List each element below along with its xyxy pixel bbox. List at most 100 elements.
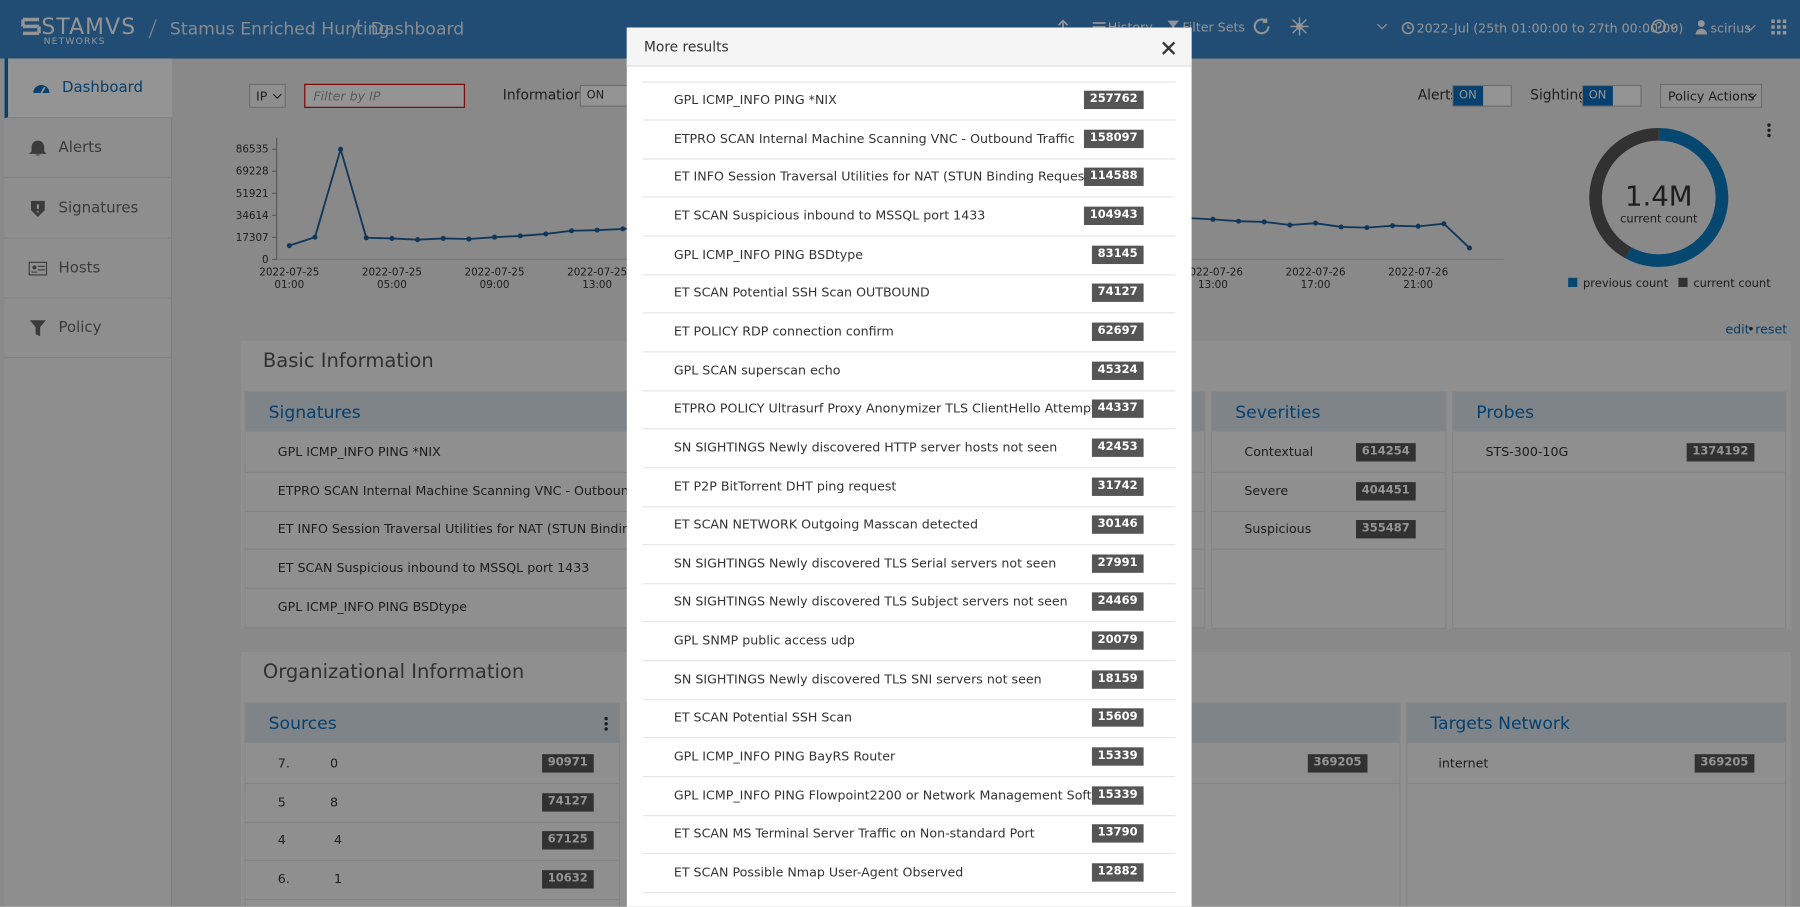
filter-icon [1167,20,1179,34]
result-name[interactable]: ET INFO Session Traversal Utilities for … [673,169,1095,185]
result-count: 45324 [1091,361,1144,380]
result-name[interactable]: GPL ICMP_INFO PING Flowpoint2200 or Netw… [673,787,1123,803]
result-name[interactable]: GPL ICMP_INFO PING *NIX [673,92,837,108]
result-name[interactable]: SN SIGHTINGS Newly discovered TLS Serial… [673,555,1057,571]
result-name[interactable]: GPL ICMP_INFO PING BayRS Router [673,748,896,764]
row-separator [642,389,1176,391]
sidebar-item[interactable]: Alerts [4,119,173,179]
row-separator [642,428,1176,430]
severity-count: 355487 [1356,520,1416,539]
timeline-point [620,226,626,232]
result-name[interactable]: GPL ICMP_INFO PING BSDtype [673,246,864,262]
icon-shape [351,19,360,39]
icon-shape [1655,21,1662,29]
y-tick-label: 17307 [236,232,269,244]
probes-card: Probes STS-300-10G 1374192 [1452,391,1787,630]
x-tick-label: 2022-07-26 17:00 [1286,267,1346,292]
signature-name[interactable]: ET SCAN Suspicious inbound to MSSQL port… [277,560,590,576]
clock-icon [1401,21,1415,35]
row-separator [642,505,1176,507]
result-name[interactable]: ET SCAN MS Terminal Server Traffic on No… [673,826,1035,842]
user-menu[interactable]: scirius [1710,21,1751,37]
policy-actions-label: Policy Actions [1667,88,1755,104]
icon-shape [1669,24,1678,30]
icon-shape [272,93,282,99]
modal-header [626,27,1192,67]
result-name[interactable]: ET SCAN Possible Nmap User-Agent Observe… [673,864,964,880]
result-name[interactable]: GPL SNMP public access udp [673,633,855,649]
icon-shape [1651,19,1666,34]
filter-input[interactable]: Filter by IP [304,83,465,108]
timeline-point [1287,222,1293,228]
sightings-toggle[interactable]: ON [1581,84,1642,107]
refresh-icon [1253,18,1270,35]
filter-type-select[interactable]: IP [249,83,286,108]
row-separator [1212,471,1446,473]
brand-logo-icon [21,17,41,36]
result-count: 15609 [1091,708,1144,728]
result-name[interactable]: ETPRO POLICY Ultrasurf Proxy Anonymizer … [673,401,1096,417]
x-tick-time: 13:00 [582,279,612,291]
card-header: Severities [1212,392,1446,432]
sidebar-item[interactable]: Signatures [4,179,173,239]
result-name[interactable]: ET SCAN Potential SSH Scan [673,710,853,726]
sidebar-item[interactable]: Dashboard [4,58,173,119]
result-count: 114588 [1083,167,1144,187]
card-title: Targets Network [1430,712,1570,734]
legend-swatch [1568,277,1578,287]
probe-count: 1374192 [1686,443,1755,462]
chevron-icon [1745,24,1756,31]
timeline-point [492,234,498,240]
modal-close-button[interactable] [1162,41,1176,55]
alerts-toggle[interactable]: ON [1452,84,1512,107]
result-name[interactable]: ET SCAN Suspicious inbound to MSSQL port… [673,208,986,224]
timeline-point [440,235,446,241]
row-separator [642,351,1176,353]
result-count: 74127 [1091,283,1144,303]
user-icon [1695,20,1708,35]
timeline-point [312,234,318,240]
result-name[interactable]: SN SIGHTINGS Newly discovered TLS SNI se… [673,671,1042,687]
result-name[interactable]: SN SIGHTINGS Newly discovered TLS Subjec… [673,594,1068,610]
source-count: 90971 [542,754,594,773]
sidebar-item[interactable]: Hosts [4,239,173,299]
sidebar-label: Policy [58,319,102,337]
x-tick-date: 2022-07-25 [567,267,627,279]
signature-name[interactable]: GPL ICMP_INFO PING *NIX [277,444,441,460]
edit-link[interactable]: edit [1725,321,1750,337]
result-name[interactable]: ET P2P BitTorrent DHT ping request [673,478,897,494]
y-tick-label: 34614 [236,210,269,222]
source-count: 10632 [542,870,594,889]
signature-name[interactable]: GPL ICMP_INFO PING BSDtype [277,599,467,615]
icon-shape [1290,17,1309,36]
informational-toggle[interactable]: ON [579,84,632,107]
apps-icon [1771,19,1787,35]
result-count: 44337 [1091,399,1144,419]
result-name[interactable]: SN SIGHTINGS Newly discovered HTTP serve… [673,439,1058,455]
row-separator [1212,510,1446,512]
row-separator [642,737,1176,739]
result-name[interactable]: ET POLICY RDP connection confirm [673,324,894,339]
toggle-state: ON [1588,88,1607,102]
legend-label: current count [1693,276,1771,290]
row-separator [245,898,619,901]
card-title: Probes [1476,401,1535,423]
row-separator [1453,471,1786,473]
result-name[interactable]: ETPRO SCAN Internal Machine Scanning VNC… [673,130,1075,146]
result-name[interactable]: GPL SCAN superscan echo [673,362,841,378]
timeline-point [1441,221,1447,227]
sidebar-icon [33,84,50,94]
policy-actions-button[interactable]: Policy Actions [1659,83,1763,108]
result-name[interactable]: ET SCAN Potential SSH Scan OUTBOUND [673,285,930,301]
target-count: 369205 [1694,754,1755,773]
sidebar-label: Alerts [58,139,102,157]
reset-link[interactable]: reset [1755,321,1788,337]
sidebar-item[interactable]: Policy [4,299,173,359]
x-tick-time: 05:00 [377,279,407,291]
x-tick-label: 2022-07-26 13:00 [1183,267,1243,292]
toggle-on: ON [1583,86,1613,106]
result-name[interactable]: ET SCAN NETWORK Outgoing Masscan detecte… [673,517,978,533]
y-tick-label: 51921 [236,188,269,200]
row-separator [642,81,1176,83]
